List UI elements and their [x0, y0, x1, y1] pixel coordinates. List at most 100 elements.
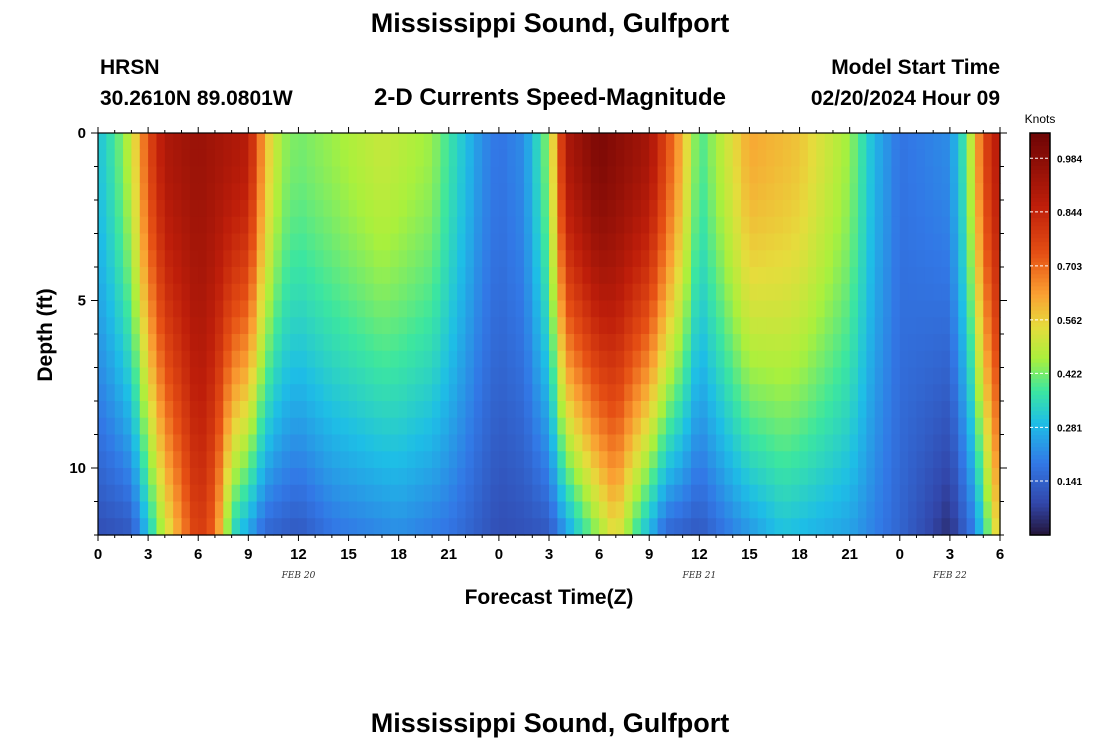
heatmap-cell — [657, 283, 667, 302]
heatmap-cell — [858, 350, 867, 369]
heatmap-cell — [156, 216, 166, 235]
heatmap-cell — [181, 434, 191, 452]
colorbar-segment — [1030, 398, 1050, 403]
heatmap-cell — [849, 267, 859, 285]
heatmap-cell — [824, 216, 834, 235]
heatmap-cell — [908, 384, 918, 402]
heatmap-cell — [98, 183, 107, 201]
heatmap-cell — [373, 283, 383, 302]
heatmap-cell — [348, 149, 358, 168]
heatmap-cell — [949, 183, 959, 201]
heatmap-cell — [415, 350, 425, 369]
heatmap-cell — [365, 417, 375, 436]
heatmap-cell — [323, 484, 333, 503]
heatmap-cell — [674, 300, 684, 318]
heatmap-cell — [657, 267, 667, 285]
heatmap-cell — [231, 367, 241, 385]
colorbar-segment — [1030, 189, 1050, 194]
heatmap-cell — [624, 484, 634, 503]
colorbar-segment — [1030, 402, 1050, 407]
heatmap-cell — [223, 133, 233, 151]
heatmap-cell — [98, 384, 107, 402]
heatmap-cell — [523, 317, 533, 335]
heatmap-cell — [816, 250, 826, 268]
heatmap-cell — [98, 166, 107, 184]
heatmap-cell — [148, 183, 158, 201]
heatmap-cell — [924, 283, 934, 302]
heatmap-cell — [482, 317, 492, 335]
heatmap-cell — [557, 434, 567, 452]
heatmap-cell — [498, 384, 508, 402]
heatmap-cell — [131, 133, 141, 151]
heatmap-cell — [390, 133, 400, 151]
heatmap-cell — [741, 267, 751, 285]
heatmap-cell — [941, 468, 951, 486]
heatmap-cell — [139, 317, 149, 335]
heatmap-cell — [908, 518, 918, 536]
heatmap-cell — [214, 166, 224, 184]
heatmap-cell — [615, 484, 625, 503]
heatmap-cell — [891, 451, 901, 469]
heatmap-cell — [331, 518, 341, 536]
heatmap-cell — [565, 434, 575, 452]
heatmap-cell — [883, 267, 893, 285]
heatmap-cell — [298, 149, 308, 168]
heatmap-cell — [523, 233, 533, 251]
heatmap-cell — [640, 233, 650, 251]
heatmap-cell — [741, 166, 751, 184]
heatmap-cell — [924, 434, 934, 452]
heatmap-cell — [139, 233, 149, 251]
heatmap-cell — [465, 468, 475, 486]
heatmap-cell — [807, 267, 817, 285]
heatmap-cell — [657, 350, 667, 369]
heatmap-cell — [674, 468, 684, 486]
heatmap-cell — [331, 384, 341, 402]
heatmap-cell — [515, 267, 525, 285]
heatmap-cell — [615, 233, 625, 251]
heatmap-cell — [265, 149, 274, 168]
heatmap-cell — [290, 166, 300, 184]
heatmap-cell — [131, 468, 141, 486]
heatmap-cell — [782, 149, 792, 168]
heatmap-cell — [315, 300, 325, 318]
heatmap-cell — [949, 317, 959, 335]
heatmap-cell — [365, 300, 375, 318]
heatmap-cell — [198, 250, 208, 268]
heatmap-cell — [398, 250, 408, 268]
heatmap-cell — [448, 350, 458, 369]
heatmap-cell — [440, 518, 450, 536]
heatmap-cell — [373, 216, 383, 235]
heatmap-cell — [106, 166, 116, 184]
heatmap-cell — [114, 133, 124, 151]
heatmap-cell — [331, 166, 341, 184]
heatmap-cell — [716, 484, 725, 503]
heatmap-cell — [807, 250, 817, 268]
heatmap-cell — [123, 317, 133, 335]
heatmap-cell — [807, 401, 817, 419]
heatmap-cell — [732, 283, 742, 302]
heatmap-cell — [599, 250, 609, 268]
heatmap-cell — [248, 183, 258, 201]
heatmap-cell — [824, 317, 834, 335]
heatmap-cell — [106, 384, 116, 402]
heatmap-cell — [599, 350, 609, 369]
heatmap-cell — [265, 283, 274, 302]
colorbar-segment — [1030, 193, 1050, 198]
colorbar-tick-label: 0.562 — [1057, 316, 1082, 327]
heatmap-cell — [306, 300, 316, 318]
heatmap-cell — [766, 233, 776, 251]
heatmap-cell — [916, 216, 926, 235]
heatmap-cell — [331, 250, 341, 268]
heatmap-cell — [624, 518, 634, 536]
heatmap-cell — [457, 183, 467, 201]
heatmap-cell — [139, 518, 149, 536]
colorbar-segment — [1030, 426, 1050, 432]
heatmap-cell — [574, 250, 584, 268]
colorbar-segment — [1030, 185, 1050, 190]
heatmap-cell — [690, 350, 700, 369]
heatmap-cell — [674, 267, 684, 285]
heatmap-cell — [674, 233, 684, 251]
heatmap-cell — [457, 484, 467, 503]
heatmap-cell — [791, 200, 801, 218]
heatmap-cell — [440, 250, 450, 268]
